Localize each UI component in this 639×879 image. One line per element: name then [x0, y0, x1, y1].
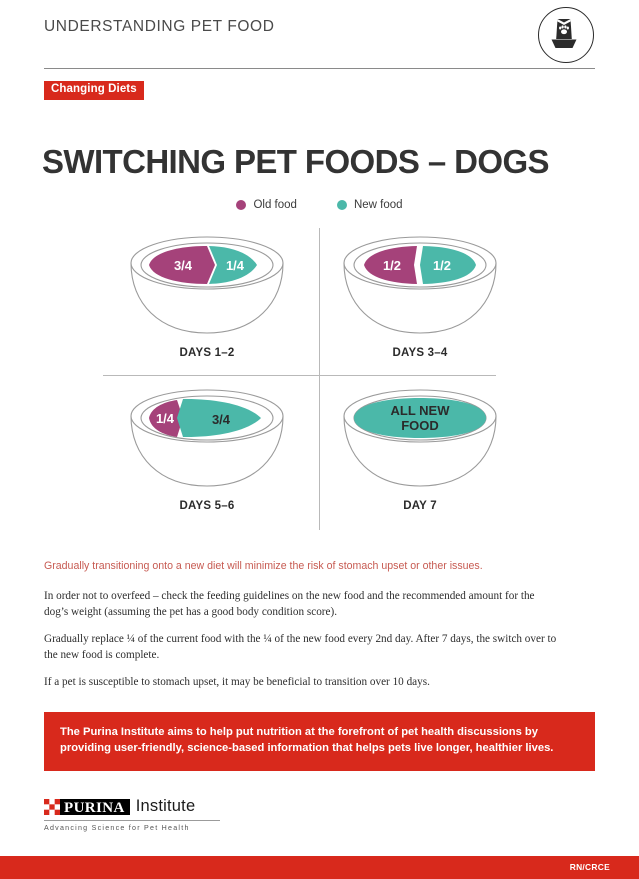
bowl-1-day-label: DAYS 1–2	[179, 347, 235, 359]
lead-paragraph: Gradually transitioning onto a new diet …	[44, 560, 483, 572]
body-paragraph-3: If a pet is susceptible to stomach upset…	[44, 675, 430, 688]
page-header: UNDERSTANDING PET FOOD	[0, 0, 639, 72]
logo-brand-name: PURINA	[60, 798, 130, 816]
legend-dot-old-food	[236, 200, 247, 210]
grid-divider-vertical	[319, 228, 320, 530]
bowl-4-label-line1: ALL NEW	[391, 403, 451, 418]
bowl-1-old-portion-label: 3/4	[174, 258, 193, 273]
legend-label-new-food: New food	[353, 199, 403, 211]
bowl-diagram-grid: 3/4 1/4 DAYS 1–2 1/2 1/2 DAYS 3–4	[0, 225, 639, 535]
bowl-4-day-label: DAY 7	[403, 500, 437, 512]
footer-bar: RN/CRCE	[0, 856, 639, 879]
legend-item-new-food: New food	[336, 199, 403, 211]
bowl-4-label-line2: FOOD	[401, 418, 439, 433]
footer-document-code: RN/CRCE	[569, 862, 610, 872]
body-copy: Gradually transitioning onto a new diet …	[44, 559, 560, 702]
mission-callout-text: The Purina Institute aims to help put nu…	[60, 726, 554, 754]
bowl-3-new-portion-label: 3/4	[212, 412, 231, 427]
mission-callout-box: The Purina Institute aims to help put nu…	[44, 712, 595, 771]
bowl-3-old-portion-label: 1/4	[156, 411, 175, 426]
bowl-illustration-2: 1/2 1/2	[343, 236, 497, 334]
logo-sub-name: Institute	[135, 797, 196, 816]
bowl-2-day-label: DAYS 3–4	[392, 347, 448, 359]
bowl-illustration-4: ALL NEW FOOD	[343, 389, 497, 487]
bowl-panel-days-3-4: 1/2 1/2 DAYS 3–4	[290, 225, 550, 375]
page-title: SWITCHING PET FOODS – DOGS	[42, 143, 550, 181]
bowl-panel-days-5-6: 1/4 3/4 DAYS 5–6	[77, 378, 337, 528]
purina-institute-logo: PURINA Institute Advancing Science for P…	[44, 797, 274, 832]
header-divider	[44, 68, 595, 69]
legend-label-old-food: Old food	[253, 199, 297, 211]
legend-item-old-food: Old food	[236, 199, 297, 211]
bowl-illustration-1: 3/4 1/4	[130, 236, 284, 334]
logo-divider	[44, 820, 220, 821]
legend-dot-new-food	[336, 200, 347, 210]
body-paragraph-1: In order not to overfeed – check the fee…	[44, 590, 535, 619]
body-paragraph-2: Gradually replace ¼ of the current food …	[44, 633, 557, 662]
grid-divider-horizontal	[103, 375, 496, 376]
bowl-panel-days-1-2: 3/4 1/4 DAYS 1–2	[77, 225, 337, 375]
header-title: UNDERSTANDING PET FOOD	[44, 18, 275, 35]
purina-checkerboard-icon	[44, 798, 60, 815]
bowl-1-new-portion-label: 1/4	[226, 258, 245, 273]
bowl-3-day-label: DAYS 5–6	[179, 500, 235, 512]
logo-tagline: Advancing Science for Pet Health	[44, 824, 190, 832]
logo-row: PURINA Institute	[44, 797, 274, 816]
pet-food-bag-and-bowl-icon	[538, 7, 594, 63]
bowl-illustration-3: 1/4 3/4	[130, 389, 284, 487]
category-tag: Changing Diets	[44, 81, 144, 100]
chart-legend: Old food New food	[0, 199, 639, 211]
bowl-2-new-portion-label: 1/2	[433, 258, 451, 273]
bowl-2-old-portion-label: 1/2	[383, 258, 401, 273]
bowl-panel-day-7: ALL NEW FOOD DAY 7	[290, 378, 550, 528]
